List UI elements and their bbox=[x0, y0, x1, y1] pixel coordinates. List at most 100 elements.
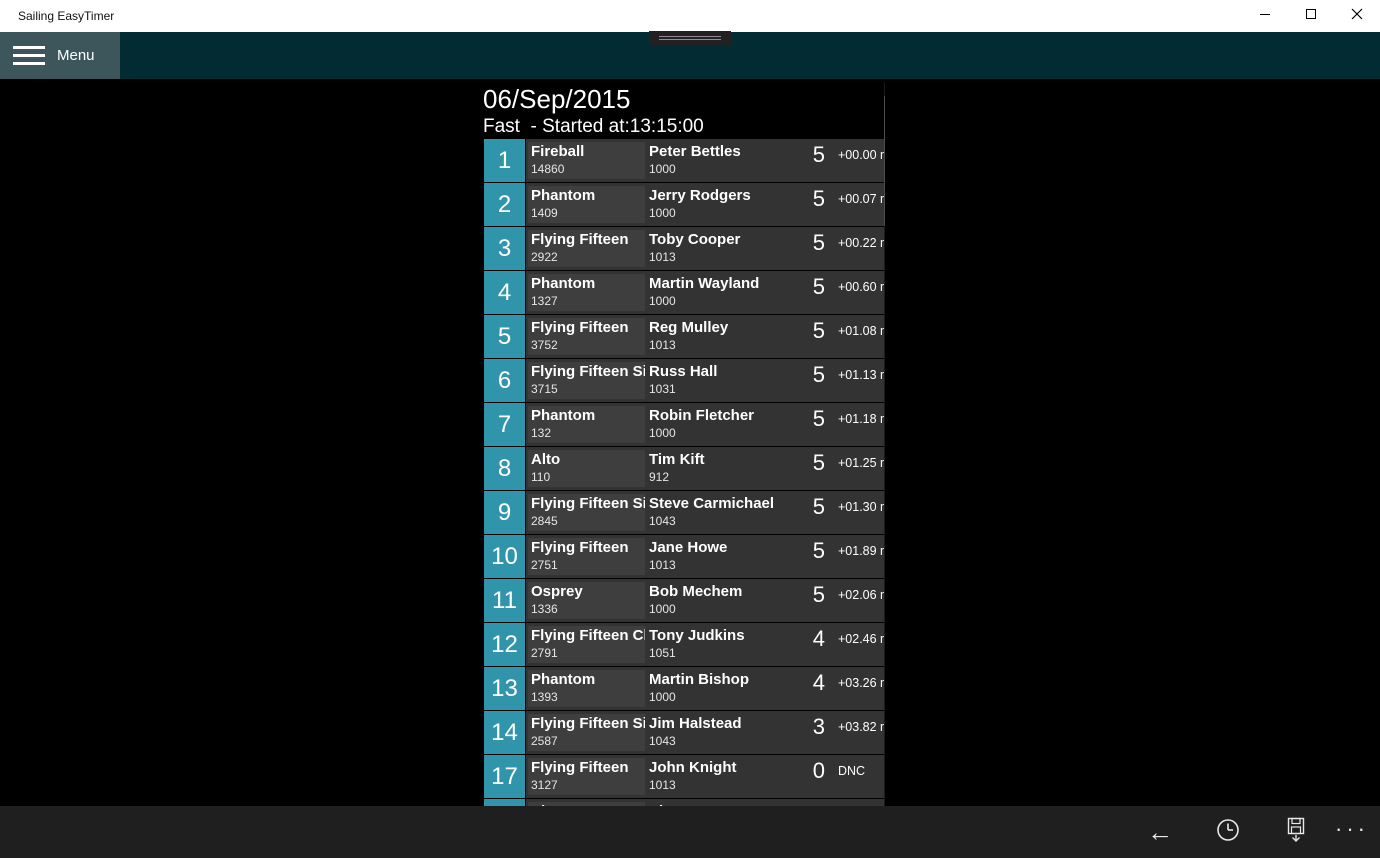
lap-count: 5 bbox=[812, 582, 825, 607]
result-row[interactable]: 1 Fireball 14860 Peter Bettles 1000 5 +0… bbox=[484, 139, 885, 182]
menu-label: Menu bbox=[57, 47, 95, 64]
result-row[interactable]: 4 Phantom 1327 Martin Wayland 1000 5 +00… bbox=[484, 271, 885, 314]
handicap: 1000 bbox=[649, 426, 676, 440]
sail-number: 14860 bbox=[531, 162, 565, 176]
skipper-name: Reg Mulley bbox=[649, 319, 729, 336]
lap-count: 4 bbox=[812, 626, 825, 651]
boat-class: Alto bbox=[531, 451, 561, 468]
result-row[interactable]: 5 Flying Fifteen 3752 Reg Mulley 1013 5 … bbox=[484, 315, 885, 358]
time-delta: +02.46 mins bbox=[838, 632, 885, 646]
handicap: 1000 bbox=[649, 602, 676, 616]
handicap: 1043 bbox=[649, 734, 676, 748]
maximize-button[interactable] bbox=[1288, 0, 1334, 32]
boat-class: Flying Fifteen Cla bbox=[531, 627, 645, 644]
lap-count: 5 bbox=[812, 406, 825, 431]
result-row[interactable]: 2 Phantom 1409 Jerry Rodgers 1000 5 +00.… bbox=[484, 183, 885, 226]
scrollbar-thumb[interactable] bbox=[884, 96, 885, 226]
handicap: 1000 bbox=[649, 206, 676, 220]
scrollbar[interactable] bbox=[884, 82, 885, 806]
lap-count: 5 bbox=[812, 230, 825, 255]
skipper-name: Martin Bishop bbox=[649, 671, 749, 688]
sail-number: 2751 bbox=[531, 558, 558, 572]
result-row[interactable]: 10 Flying Fifteen 2751 Jane Howe 1013 5 … bbox=[484, 535, 885, 578]
menubar: Menu bbox=[0, 31, 1380, 79]
sail-number: 2587 bbox=[531, 734, 558, 748]
maximize-icon bbox=[1305, 7, 1317, 25]
sail-number: 3127 bbox=[531, 778, 558, 792]
save-button[interactable] bbox=[1272, 806, 1320, 858]
result-row[interactable]: 17 Flying Fifteen 3127 John Knight 1013 … bbox=[484, 755, 885, 798]
time-delta: DNC bbox=[838, 764, 866, 778]
boat-class: Phantom bbox=[531, 407, 596, 424]
lap-count: 5 bbox=[812, 450, 825, 475]
save-icon bbox=[1285, 817, 1307, 848]
result-row[interactable]: 3 Flying Fifteen 2922 Toby Cooper 1013 5… bbox=[484, 227, 885, 270]
sail-number: 1393 bbox=[531, 690, 558, 704]
skipper-name: Jane Howe bbox=[649, 539, 728, 556]
skipper-name: Jim Halstead bbox=[649, 715, 742, 732]
content-area: 06/Sep/2015 Fast - Started at:13:15:00 1… bbox=[0, 79, 1380, 806]
boat-class: Flying Fifteen Silv bbox=[531, 363, 645, 380]
result-row[interactable]: 6 Flying Fifteen Silv 3715 Russ Hall 103… bbox=[484, 359, 885, 402]
skipper-name: Robin Fletcher bbox=[649, 407, 755, 424]
boat-class: Flying Fifteen bbox=[531, 231, 629, 248]
time-delta: +00.07 mins bbox=[838, 192, 885, 206]
minimize-icon bbox=[1259, 7, 1271, 25]
result-row[interactable]: 12 Flying Fifteen Cla 2791 Tony Judkins … bbox=[484, 623, 885, 666]
back-button[interactable]: ← bbox=[1136, 806, 1184, 858]
time-delta: +03.26 mins bbox=[838, 676, 885, 690]
rank-badge: 3 bbox=[484, 227, 525, 270]
close-icon bbox=[1351, 7, 1363, 25]
skipper-name: Toby Cooper bbox=[649, 231, 741, 248]
lap-count: 0 bbox=[812, 758, 825, 783]
handicap: 1000 bbox=[649, 162, 676, 176]
time-delta: +01.13 mins bbox=[838, 368, 885, 382]
clock-icon bbox=[1216, 818, 1240, 847]
drag-handle[interactable] bbox=[649, 31, 731, 45]
boat-class: Fireball bbox=[531, 143, 585, 160]
skipper-name: Russ Hall bbox=[649, 363, 718, 380]
rank-badge: 6 bbox=[484, 359, 525, 402]
rank-badge: 13 bbox=[484, 667, 525, 710]
result-row[interactable]: 7 Phantom 132 Robin Fletcher 1000 5 +01.… bbox=[484, 403, 885, 446]
boat-class: Flying Fifteen bbox=[531, 759, 629, 776]
handicap: 912 bbox=[649, 470, 670, 484]
rank-badge: 11 bbox=[484, 579, 525, 622]
skipper-name: Peter Bettles bbox=[649, 143, 741, 160]
history-button[interactable] bbox=[1204, 806, 1252, 858]
result-row[interactable]: 11 Osprey 1336 Bob Mechem 1000 5 +02.06 … bbox=[484, 579, 885, 622]
menu-button[interactable]: Menu bbox=[0, 32, 120, 79]
sail-number: 2791 bbox=[531, 646, 558, 660]
close-button[interactable] bbox=[1334, 0, 1380, 32]
boat-class: Phantom bbox=[531, 803, 645, 806]
more-button[interactable]: ··· bbox=[1328, 806, 1376, 858]
result-row[interactable]: 9 Flying Fifteen Silv 2845 Steve Carmich… bbox=[484, 491, 885, 534]
result-row[interactable]: 8 Alto 110 Tim Kift 912 5 +01.25 mins bbox=[484, 447, 885, 490]
result-row[interactable]: Phantom Shaun H bbox=[484, 799, 885, 806]
result-row[interactable]: 13 Phantom 1393 Martin Bishop 1000 4 +03… bbox=[484, 667, 885, 710]
rank-badge: 5 bbox=[484, 315, 525, 358]
time-delta: +01.08 mins bbox=[838, 324, 885, 338]
boat-class: Phantom bbox=[531, 671, 596, 688]
sail-number: 1336 bbox=[531, 602, 558, 616]
time-delta: +00.60 mins bbox=[838, 280, 885, 294]
boat-class: Osprey bbox=[531, 583, 583, 600]
window-title: Sailing EasyTimer bbox=[18, 9, 115, 23]
lap-count: 5 bbox=[812, 494, 825, 519]
result-row[interactable]: 14 Flying Fifteen Silv 2587 Jim Halstead… bbox=[484, 711, 885, 754]
sail-number: 3752 bbox=[531, 338, 558, 352]
skipper-name: Tony Judkins bbox=[649, 627, 745, 644]
lap-count: 5 bbox=[812, 142, 825, 167]
time-delta: +00.22 mins bbox=[838, 236, 885, 250]
rank-badge: 14 bbox=[484, 711, 525, 754]
handicap: 1031 bbox=[649, 382, 676, 396]
minimize-button[interactable] bbox=[1242, 0, 1288, 32]
window-controls bbox=[1242, 0, 1380, 32]
lap-count: 5 bbox=[812, 274, 825, 299]
time-delta: +03.82 mins bbox=[838, 720, 885, 734]
lap-count: 5 bbox=[812, 538, 825, 563]
handicap: 1013 bbox=[649, 250, 676, 264]
results-panel: 06/Sep/2015 Fast - Started at:13:15:00 1… bbox=[481, 79, 885, 806]
rank-badge: 17 bbox=[484, 755, 525, 798]
titlebar: Sailing EasyTimer bbox=[0, 0, 1380, 32]
